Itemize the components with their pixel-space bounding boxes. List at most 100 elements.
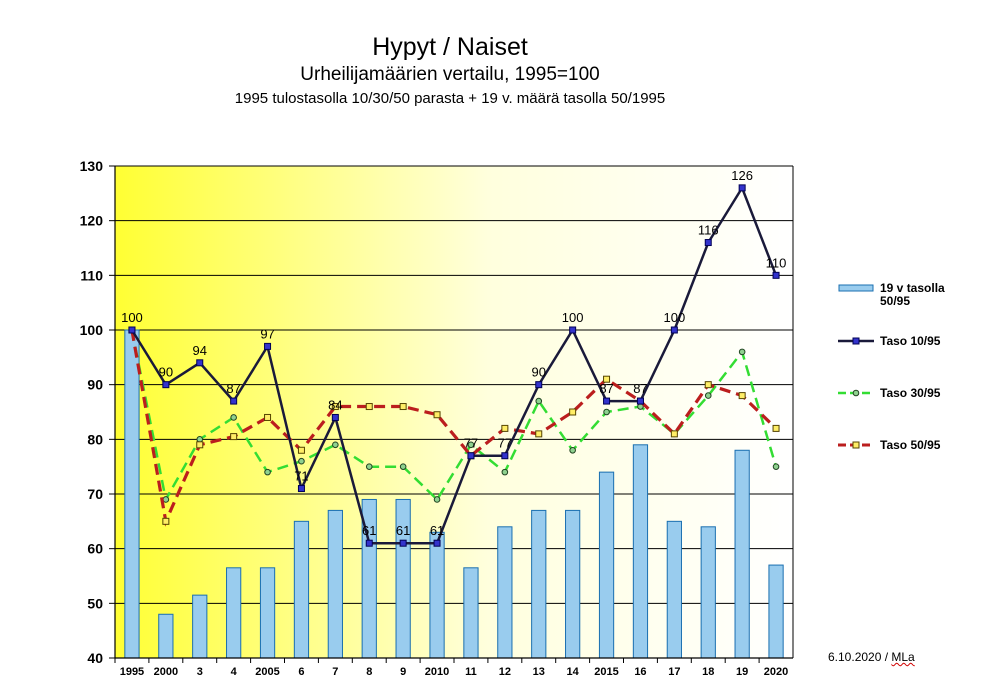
data-label-taso10: 61 xyxy=(362,523,376,538)
point-taso50 xyxy=(230,433,238,441)
data-label-taso10: 71 xyxy=(294,469,308,484)
x-tick-label: 2000 xyxy=(154,666,178,678)
point-taso50 xyxy=(196,441,204,449)
bar xyxy=(293,520,310,659)
x-tick-label: 16 xyxy=(634,666,646,678)
point-taso30 xyxy=(738,348,746,356)
x-tick-label: 1995 xyxy=(120,666,144,678)
chart-subtitle: Urheilijamäärien vertailu, 1995=100 xyxy=(300,64,600,85)
point-taso10 xyxy=(399,539,407,547)
point-taso10 xyxy=(297,485,305,493)
point-taso30 xyxy=(230,414,237,421)
legend-item-taso10: Taso 10/95 xyxy=(838,335,960,348)
x-tick-label: 6 xyxy=(298,666,304,678)
series-line-taso50 xyxy=(130,329,778,527)
data-label-taso10: 77 xyxy=(498,436,512,451)
point-taso50 xyxy=(569,408,577,416)
x-tick-label: 17 xyxy=(668,666,680,678)
bar xyxy=(700,526,716,659)
data-label-taso10: 87 xyxy=(226,381,240,396)
point-taso50 xyxy=(603,375,611,383)
legend-label-taso50: Taso 50/95 xyxy=(880,438,941,452)
x-tick-label: 2015 xyxy=(594,666,618,678)
x-tick-label: 2005 xyxy=(255,666,279,678)
point-taso30 xyxy=(196,436,204,443)
data-label-taso10: 100 xyxy=(663,310,685,325)
point-taso30 xyxy=(704,392,712,399)
point-taso10 xyxy=(230,397,238,405)
data-label-taso10: 84 xyxy=(328,397,342,412)
point-taso50 xyxy=(264,413,272,421)
point-taso30 xyxy=(467,441,475,449)
legend-item-taso30: Taso 30/95 xyxy=(838,387,960,400)
x-tick-label: 12 xyxy=(499,666,511,678)
point-taso10 xyxy=(772,271,780,279)
legend-swatch-bar xyxy=(838,284,874,292)
point-taso50 xyxy=(365,403,373,411)
point-taso10 xyxy=(162,381,170,389)
signature-author: MLa xyxy=(891,650,915,664)
point-taso30 xyxy=(772,463,780,470)
bar xyxy=(734,449,750,659)
y-tick-label: 120 xyxy=(80,213,104,229)
data-label-taso10: 90 xyxy=(159,365,173,380)
point-taso50 xyxy=(704,381,712,389)
point-taso10 xyxy=(636,397,644,405)
bar xyxy=(226,567,242,659)
data-label-taso10: 90 xyxy=(532,365,546,380)
x-tick-label: 19 xyxy=(736,666,748,678)
legend-item-taso50: Taso 50/95 xyxy=(838,439,960,452)
point-taso10 xyxy=(467,452,475,460)
x-tick-label: 4 xyxy=(231,666,238,678)
point-taso30 xyxy=(569,446,576,454)
point-taso10 xyxy=(128,326,136,334)
series-line-taso10 xyxy=(130,185,778,545)
bar xyxy=(327,509,343,659)
x-tick-label: 9 xyxy=(400,666,406,678)
data-label-taso10: 100 xyxy=(562,310,584,325)
bar xyxy=(666,520,682,659)
data-label-taso10: 126 xyxy=(731,168,753,183)
legend-label-taso30: Taso 30/95 xyxy=(880,386,941,400)
bar xyxy=(768,564,784,659)
point-taso10 xyxy=(501,452,509,460)
x-tick-label: 7 xyxy=(332,666,338,678)
point-taso30 xyxy=(399,463,407,470)
point-taso10 xyxy=(569,326,577,334)
point-taso50 xyxy=(670,430,678,438)
y-tick-label: 60 xyxy=(87,541,103,557)
point-taso50 xyxy=(297,446,305,454)
legend-label-bar: 19 v tasolla 50/95 xyxy=(880,281,945,308)
x-tick-label: 8 xyxy=(366,666,372,678)
point-taso10 xyxy=(603,397,611,405)
point-taso50 xyxy=(331,403,339,411)
x-tick-label: 18 xyxy=(702,666,714,678)
data-label-taso10: 100 xyxy=(121,310,143,325)
point-taso10 xyxy=(738,184,746,192)
y-tick-label: 130 xyxy=(80,158,104,174)
point-taso30 xyxy=(365,463,373,470)
point-taso10 xyxy=(196,359,204,367)
point-taso10 xyxy=(670,326,678,334)
y-tick-label: 70 xyxy=(87,486,103,502)
legend-swatch-taso50 xyxy=(838,441,874,449)
point-taso10 xyxy=(365,539,373,547)
point-taso30 xyxy=(535,397,543,405)
point-taso30 xyxy=(264,468,271,476)
chart-titles: Hypyt / Naiset Urheilijamäärien vertailu… xyxy=(0,32,900,110)
bar xyxy=(565,509,581,659)
y-tick-label: 80 xyxy=(87,431,103,447)
point-taso30 xyxy=(501,468,509,476)
legend-swatch-taso10 xyxy=(838,337,874,345)
data-label-taso10: 116 xyxy=(698,223,719,238)
point-taso50 xyxy=(535,430,543,438)
legend-label-taso10: Taso 10/95 xyxy=(880,334,941,348)
legend-item-bar: 19 v tasolla 50/95 xyxy=(838,282,960,308)
bar xyxy=(192,594,208,659)
data-label-taso10: 87 xyxy=(633,381,647,396)
point-taso10 xyxy=(433,539,441,547)
data-label-taso10: 61 xyxy=(430,523,444,538)
x-tick-label: 3 xyxy=(197,666,203,678)
data-label-taso10: 77 xyxy=(464,436,478,451)
